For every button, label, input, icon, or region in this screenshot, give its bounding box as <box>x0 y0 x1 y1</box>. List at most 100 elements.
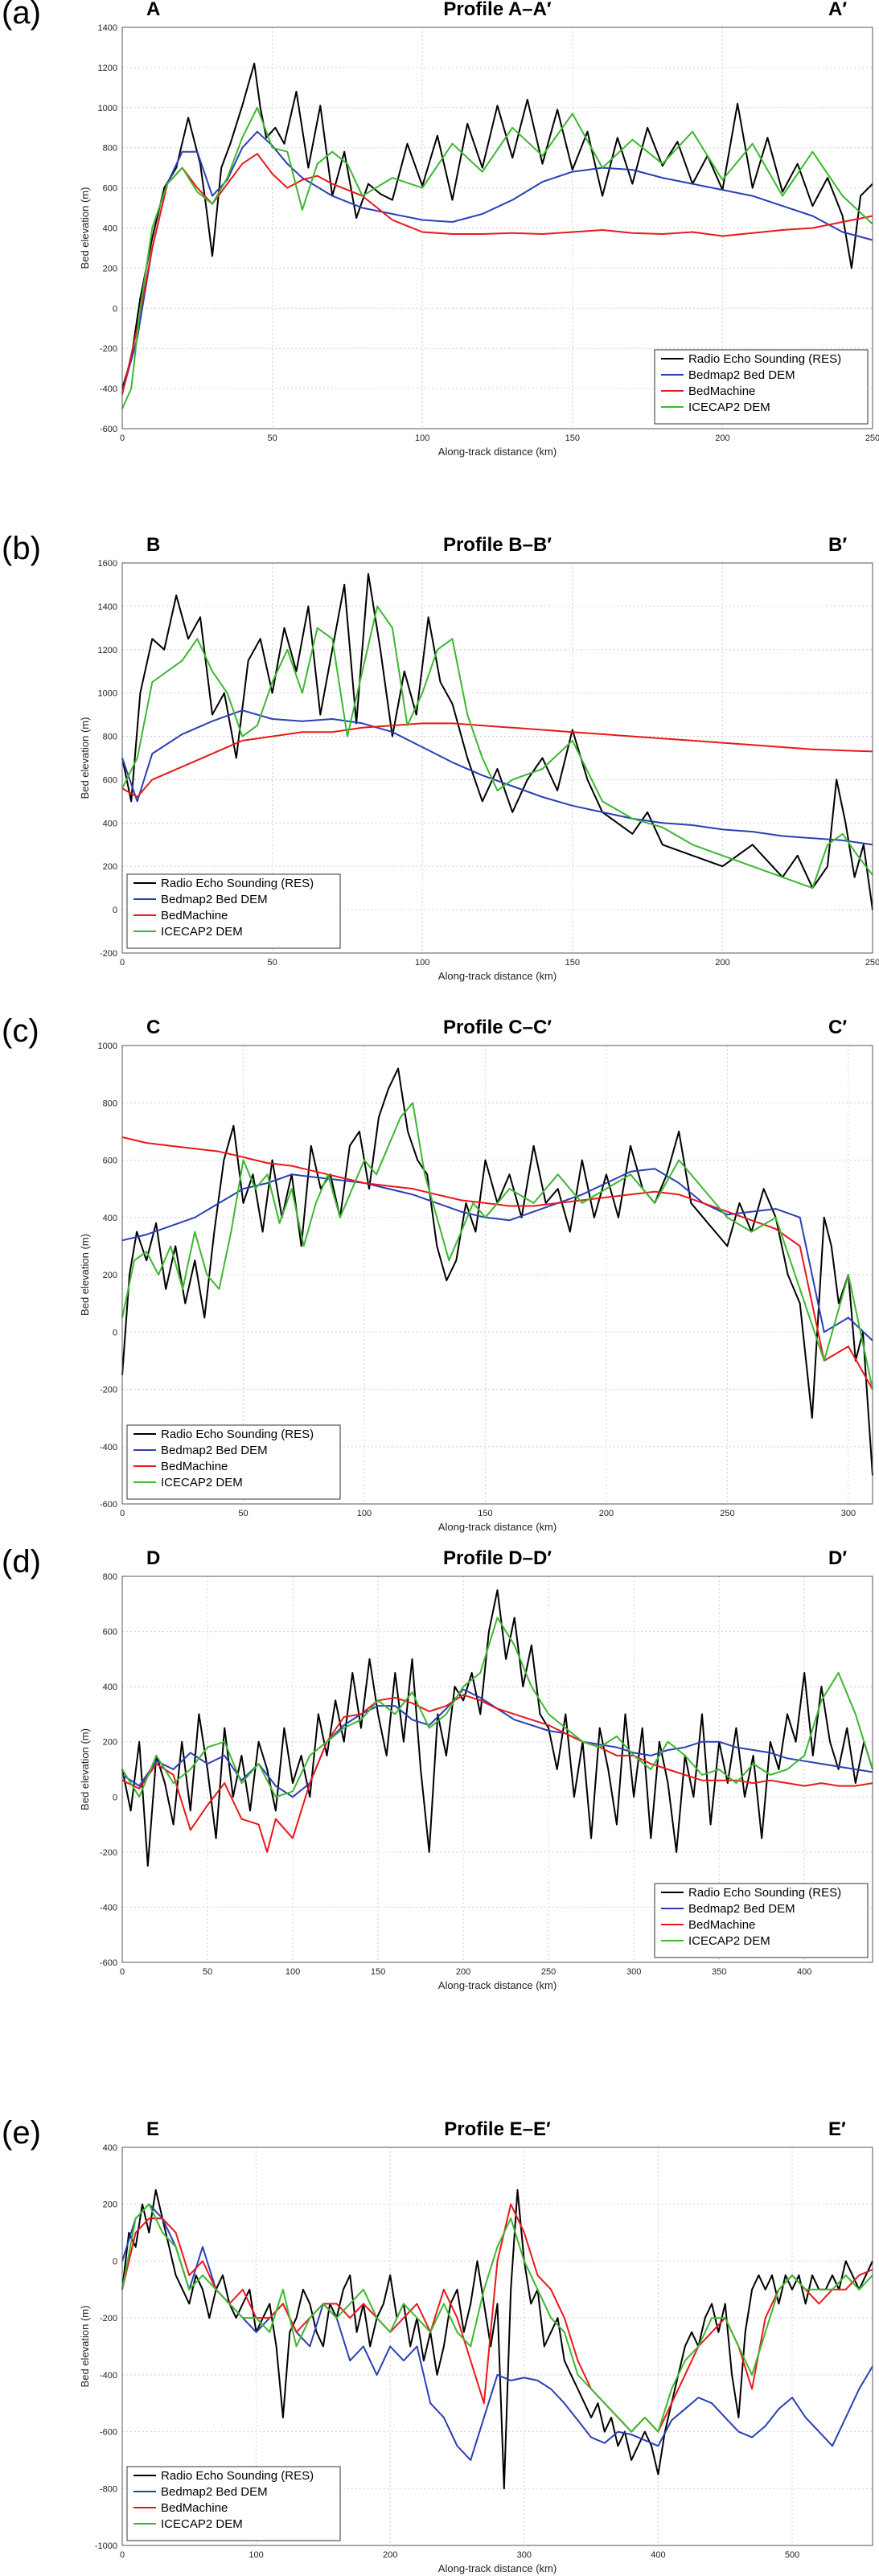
y-tick-label: 400 <box>103 1682 117 1692</box>
series-line-res <box>121 1589 873 1867</box>
legend-entry: BedMachine <box>161 1460 228 1473</box>
y-tick-label: 400 <box>103 819 117 828</box>
x-tick-label: 250 <box>865 433 879 443</box>
profile-panel: (c) C C′ Profile C–C′ 0 50 100 150 200 250 300 -600… <box>0 997 879 1533</box>
y-tick-label: 0 <box>113 304 117 314</box>
legend: Radio Echo Sounding (RES) Bedmap2 Bed DEM… <box>654 349 869 425</box>
y-tick-label: 400 <box>103 1214 117 1223</box>
x-tick-label: 150 <box>565 958 580 968</box>
y-tick-label: 600 <box>103 775 117 785</box>
profile-chart: 0 50 100 150 200 250 -600 -400 -200 0 200 400 600 800… <box>79 23 879 458</box>
x-tick-label: 0 <box>120 1509 125 1518</box>
y-tick-label: -200 <box>100 1848 117 1858</box>
y-tick-label: 600 <box>103 1628 117 1637</box>
y-tick-label: -400 <box>100 2371 117 2381</box>
x-axis-label: Along-track distance (km) <box>438 1979 557 1991</box>
y-tick-label: 200 <box>103 2200 117 2210</box>
y-tick-label: 200 <box>103 862 117 872</box>
series-line-bedmachine <box>121 1136 873 1390</box>
x-tick-label: 300 <box>626 1967 641 1977</box>
series-line-icecap2 <box>121 1617 873 1798</box>
y-axis-label: Bed elevation (m) <box>79 1728 91 1810</box>
series-line-res <box>121 62 873 389</box>
legend-entry: Radio Echo Sounding (RES) <box>161 1428 314 1441</box>
series-line-bedmachine <box>121 722 873 798</box>
panel-letter: (c) <box>2 1013 39 1049</box>
profile-end-label: E′ <box>828 2118 846 2140</box>
legend: Radio Echo Sounding (RES) Bedmap2 Bed DEM… <box>126 2466 341 2541</box>
y-tick-label: 1400 <box>98 602 117 612</box>
legend: Radio Echo Sounding (RES) Bedmap2 Bed DEM… <box>126 873 341 949</box>
y-tick-label: -200 <box>100 1386 117 1395</box>
y-axis-label: Bed elevation (m) <box>79 2306 91 2388</box>
x-tick-label: 200 <box>715 433 729 443</box>
legend-entry: Bedmap2 Bed DEM <box>161 2485 268 2499</box>
y-tick-label: 1200 <box>98 646 117 655</box>
y-tick-label: 200 <box>103 1271 117 1280</box>
legend: Radio Echo Sounding (RES) Bedmap2 Bed DEM… <box>126 1424 341 1500</box>
legend-entry: BedMachine <box>688 1918 755 1932</box>
profile-start-label: E <box>146 2118 160 2140</box>
plot-frame <box>121 1576 873 1963</box>
y-tick-label: 200 <box>103 1738 117 1748</box>
y-tick-label: -200 <box>100 344 117 354</box>
profile-start-label: D <box>146 1547 161 1569</box>
y-tick-label: -800 <box>100 2484 117 2494</box>
profile-start-label: B <box>146 534 161 556</box>
x-tick-label: 0 <box>120 433 125 443</box>
x-tick-label: 100 <box>415 433 429 443</box>
legend: Radio Echo Sounding (RES) Bedmap2 Bed DEM… <box>654 1883 869 1958</box>
x-tick-label: 100 <box>415 958 429 968</box>
x-tick-label: 50 <box>267 958 277 968</box>
profile-start-label: A <box>146 0 161 20</box>
profile-end-label: D′ <box>828 1547 848 1569</box>
x-tick-label: 200 <box>599 1509 614 1518</box>
series-line-bedmap2 <box>121 709 873 846</box>
y-tick-label: 0 <box>113 906 117 915</box>
x-tick-label: 0 <box>120 1967 125 1977</box>
legend-entry: Radio Echo Sounding (RES) <box>688 1886 841 1900</box>
x-tick-label: 250 <box>865 958 879 968</box>
x-tick-label: 100 <box>249 2550 263 2560</box>
x-tick-label: 150 <box>565 433 580 443</box>
series-line-bedmap2 <box>121 1168 873 1341</box>
x-tick-label: 0 <box>120 958 125 968</box>
series-line-bedmap2 <box>121 2203 873 2461</box>
profile-title: Profile C–C′ <box>442 1017 552 1038</box>
y-tick-label: 0 <box>113 1793 117 1802</box>
y-tick-label: 200 <box>103 264 117 273</box>
y-tick-label: 1000 <box>98 1041 117 1051</box>
legend-entry: BedMachine <box>161 2501 228 2515</box>
series-line-res <box>121 573 873 910</box>
y-tick-label: 600 <box>103 1157 117 1166</box>
x-axis-label: Along-track distance (km) <box>438 1521 557 1533</box>
y-tick-label: 1000 <box>98 689 117 699</box>
x-tick-label: 350 <box>712 1967 726 1977</box>
series-line-icecap2 <box>121 605 873 889</box>
x-tick-label: 300 <box>841 1509 856 1518</box>
y-axis-label: Bed elevation (m) <box>79 1234 91 1316</box>
profile-title: Profile B–B′ <box>442 534 552 556</box>
y-tick-label: -1000 <box>95 2541 117 2551</box>
x-axis-label: Along-track distance (km) <box>438 446 557 458</box>
y-tick-label: -600 <box>100 425 117 434</box>
legend-entry: ICECAP2 DEM <box>688 1934 770 1948</box>
legend-entry: Radio Echo Sounding (RES) <box>161 2469 314 2483</box>
y-tick-label: 1600 <box>98 559 117 569</box>
series-line-bedmachine <box>121 153 873 395</box>
y-tick-label: 600 <box>103 184 117 194</box>
series-line-bedmachine <box>121 2203 873 2433</box>
y-tick-label: -200 <box>100 2314 117 2323</box>
profile-panel: (b) B B′ Profile B–B′ 0 50 100 150 200 250 -200 0 20… <box>0 515 879 997</box>
series-line-icecap2 <box>121 106 873 409</box>
legend-entry: Bedmap2 Bed DEM <box>688 368 795 382</box>
profile-chart: 0 100 200 300 400 500 -1000 -800 -600 -400 -200 0 20… <box>79 2143 873 2574</box>
legend-entry: ICECAP2 DEM <box>161 925 243 939</box>
x-tick-label: 100 <box>285 1967 300 1977</box>
series-line-res <box>121 2189 873 2490</box>
y-tick-label: 0 <box>113 1328 117 1337</box>
legend-entry: ICECAP2 DEM <box>161 2517 243 2531</box>
x-tick-label: 400 <box>797 1967 811 1977</box>
y-tick-label: 1200 <box>98 64 117 73</box>
y-tick-label: 1000 <box>98 104 117 113</box>
